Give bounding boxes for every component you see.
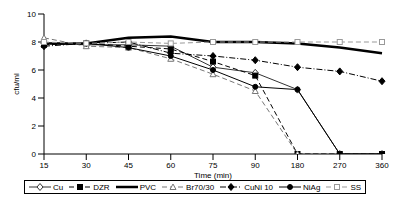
html-text:DZR: DZR xyxy=(93,182,110,192)
svg-text:180: 180 xyxy=(291,161,305,170)
svg-text:75: 75 xyxy=(209,161,218,170)
svg-text:90: 90 xyxy=(251,161,260,170)
html-text:SS: SS xyxy=(350,182,361,192)
html-text:Cu: Cu xyxy=(53,182,64,192)
svg-text:45: 45 xyxy=(124,161,133,170)
html-text:NiAg: NiAg xyxy=(303,182,321,192)
svg-text:2: 2 xyxy=(32,122,37,131)
svg-text:4: 4 xyxy=(32,94,37,103)
svg-text:8: 8 xyxy=(32,38,37,47)
svg-text:15: 15 xyxy=(40,161,49,170)
svg-text:cfu/ml: cfu/ml xyxy=(12,73,21,95)
svg-text:Time (min): Time (min) xyxy=(194,171,232,180)
svg-text:6: 6 xyxy=(32,66,37,75)
html-text:PVC: PVC xyxy=(139,182,157,192)
svg-text:30: 30 xyxy=(82,161,91,170)
svg-text:0: 0 xyxy=(32,150,37,159)
svg-text:360: 360 xyxy=(375,161,389,170)
svg-text:270: 270 xyxy=(333,161,347,170)
html-text:Br70/30: Br70/30 xyxy=(186,182,215,192)
svg-text:10: 10 xyxy=(27,10,36,19)
svg-text:60: 60 xyxy=(166,161,175,170)
html-text:CuNi 10: CuNi 10 xyxy=(244,182,273,192)
